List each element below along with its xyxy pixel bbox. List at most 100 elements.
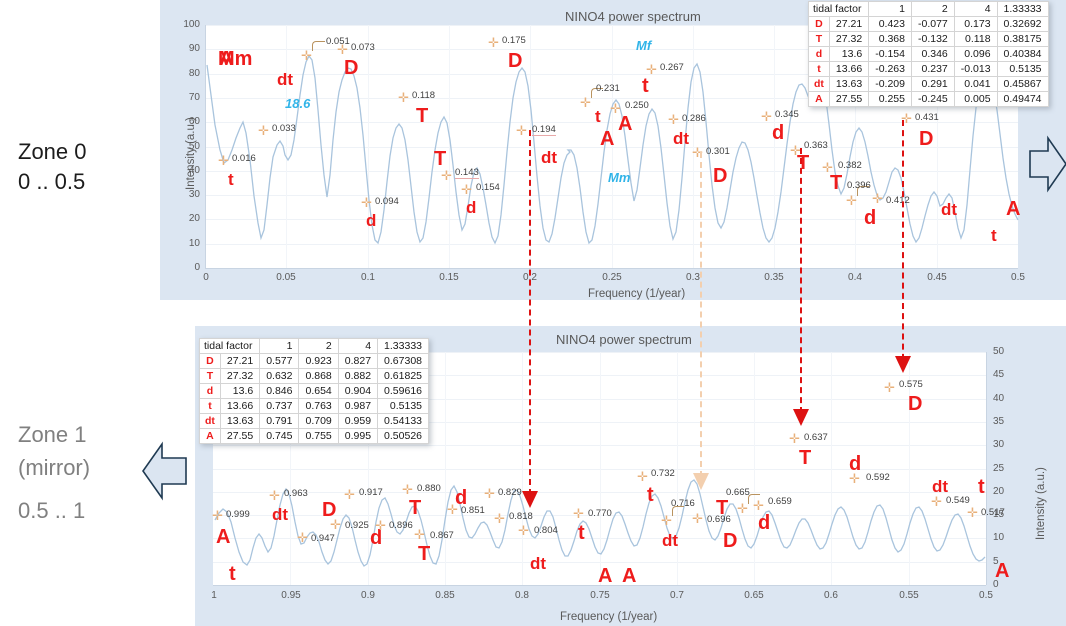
tide-label: A bbox=[1006, 198, 1021, 220]
peak-value: 0.947 bbox=[311, 533, 335, 544]
row-period: 13.66 bbox=[219, 398, 261, 414]
x-tick: 0.4 bbox=[848, 272, 862, 283]
table-row: D 27.21 0.423 -0.077 0.173 0.32692 bbox=[808, 16, 1049, 32]
y-tick: 100 bbox=[183, 19, 200, 30]
axis-line bbox=[986, 352, 987, 585]
link-line-0363 bbox=[800, 148, 802, 423]
peak-value: 0.867 bbox=[430, 530, 454, 541]
cell-c4: -0.013 bbox=[953, 61, 998, 77]
y-tick: 50 bbox=[188, 140, 200, 152]
peak-value: 0.549 bbox=[946, 495, 970, 506]
peak-marker: ✛ bbox=[344, 487, 355, 502]
tide-label: D bbox=[508, 50, 523, 72]
cell-c133: 0.40384 bbox=[996, 46, 1049, 62]
y-tick: 5 bbox=[993, 555, 999, 567]
cell-c4: 0.987 bbox=[337, 398, 379, 414]
tide-label: D bbox=[344, 57, 359, 79]
peak-marker: ✛ bbox=[361, 195, 372, 210]
tide-label: A bbox=[618, 113, 633, 135]
x-tick: 0.05 bbox=[276, 272, 296, 283]
axis-line bbox=[205, 25, 206, 268]
tide-label: Mm bbox=[218, 48, 253, 70]
table-header-cell: 1.33333 bbox=[996, 1, 1049, 17]
peak-marker: ✛ bbox=[330, 517, 341, 532]
peak-marker: ✛ bbox=[822, 160, 833, 175]
peak-value: 0.517 bbox=[981, 507, 1005, 518]
tide-label: t bbox=[978, 476, 985, 498]
peak-value: 0.033 bbox=[272, 123, 296, 134]
tide-label: D bbox=[919, 128, 934, 150]
x-tick: 0.55 bbox=[899, 590, 919, 601]
table-header-cell: 1 bbox=[259, 338, 300, 354]
row-period: 27.32 bbox=[828, 31, 870, 47]
peak-value: 0.154 bbox=[476, 182, 500, 193]
tide-label: t bbox=[991, 226, 997, 245]
zone-1-label: Zone 1 (mirror) 0.5 .. 1 bbox=[18, 418, 90, 527]
peak-marker: ✛ bbox=[692, 145, 703, 160]
leader-line bbox=[591, 88, 603, 98]
y-tick: 35 bbox=[993, 415, 1005, 427]
table-header-cell: 2 bbox=[298, 338, 339, 354]
table-row: A 27.55 0.745 0.755 0.995 0.50526 bbox=[199, 428, 430, 444]
y-tick: 60 bbox=[188, 116, 200, 128]
peak-value: 0.412 bbox=[886, 195, 910, 206]
peak-value: 0.637 bbox=[804, 432, 828, 443]
peak-marker: ✛ bbox=[637, 469, 648, 484]
peak-value: 0.592 bbox=[866, 472, 890, 483]
table-row: dt 13.63 0.791 0.709 0.959 0.54133 bbox=[199, 413, 430, 429]
x-tick: 0.85 bbox=[435, 590, 455, 601]
peak-value: 0.194 bbox=[532, 124, 556, 136]
peak-marker: ✛ bbox=[646, 62, 657, 77]
zone-0-label: Zone 0 0 .. 0.5 bbox=[18, 137, 87, 196]
peak-value: 0.659 bbox=[768, 496, 792, 507]
cell-c4: 0.118 bbox=[953, 31, 998, 47]
tide-label: d bbox=[466, 198, 477, 217]
x-tick: 0.95 bbox=[281, 590, 301, 601]
peak-value: 0.286 bbox=[682, 113, 706, 124]
link-line-pale bbox=[700, 152, 702, 487]
y-tick: 20 bbox=[188, 213, 200, 225]
cell-c4: 0.005 bbox=[953, 91, 998, 107]
y-tick: 25 bbox=[993, 462, 1005, 474]
row-period: 13.63 bbox=[219, 413, 261, 429]
cell-c133: 0.59616 bbox=[377, 383, 430, 399]
tidal-factor-table-bottom: tidal factor 1 2 4 1.33333 D 27.21 0.577… bbox=[198, 338, 430, 444]
peak-value: 0.267 bbox=[660, 62, 684, 73]
peak-marker: ✛ bbox=[661, 513, 672, 528]
vgridline bbox=[855, 25, 857, 268]
x-tick: 0.75 bbox=[590, 590, 610, 601]
cell-c2: 0.923 bbox=[298, 353, 339, 369]
cell-c1: 0.737 bbox=[259, 398, 300, 414]
y-tick: 10 bbox=[188, 237, 200, 249]
tide-label: t bbox=[578, 522, 585, 544]
vgridline bbox=[774, 25, 776, 268]
peak-value: 0.896 bbox=[389, 520, 413, 531]
spectrum-polyline bbox=[214, 479, 986, 567]
x-tick: 0.6 bbox=[824, 590, 838, 601]
vgridline bbox=[754, 352, 756, 585]
tide-label: dt bbox=[941, 200, 958, 219]
y-tick: 15 bbox=[993, 509, 1005, 521]
axis-line bbox=[213, 585, 986, 586]
cell-c1: 0.846 bbox=[259, 383, 300, 399]
peak-marker: ✛ bbox=[402, 482, 413, 497]
cell-c4: 0.827 bbox=[337, 353, 379, 369]
cell-c4: 0.904 bbox=[337, 383, 379, 399]
tide-label: d bbox=[864, 207, 877, 229]
peak-marker: ✛ bbox=[789, 431, 800, 446]
peak-marker: ✛ bbox=[790, 143, 801, 158]
tide-label-A-start: A bbox=[219, 48, 234, 70]
table-row: T 27.32 0.368 -0.132 0.118 0.38175 bbox=[808, 31, 1049, 47]
cell-c2: 0.237 bbox=[910, 61, 955, 77]
peak-marker: ✛ bbox=[737, 501, 748, 516]
zone-1-title: Zone 1 bbox=[18, 422, 87, 447]
peak-value: 0.999 bbox=[226, 509, 250, 520]
row-period: 27.21 bbox=[828, 16, 870, 32]
link-line-0431 bbox=[902, 120, 904, 370]
row-label: d bbox=[808, 46, 830, 62]
peak-marker: ✛ bbox=[692, 511, 703, 526]
vgridline bbox=[448, 25, 450, 268]
cell-c1: 0.368 bbox=[868, 31, 912, 47]
y-tick: 30 bbox=[993, 439, 1005, 451]
y-tick: 70 bbox=[188, 91, 200, 103]
